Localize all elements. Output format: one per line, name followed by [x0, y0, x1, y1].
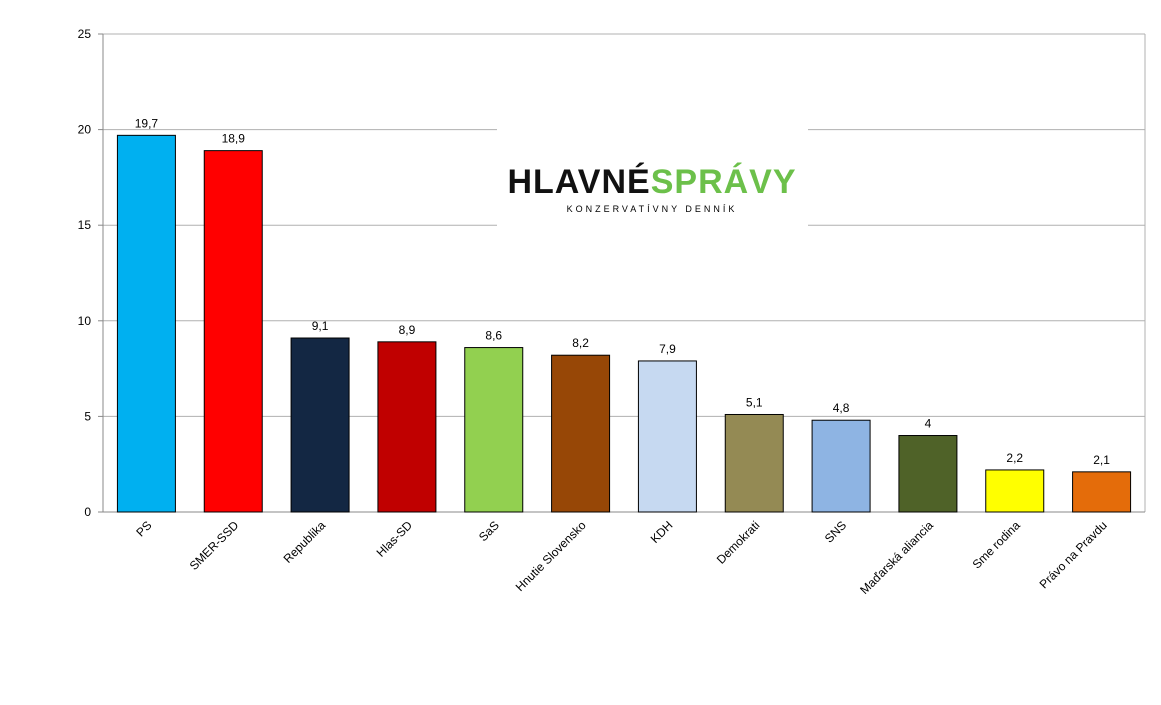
- data-label: 2,2: [1006, 451, 1023, 465]
- data-label: 19,7: [135, 116, 159, 130]
- data-label: 4,8: [833, 401, 850, 415]
- y-tick-label: 25: [78, 27, 92, 41]
- y-tick-label: 0: [84, 505, 91, 519]
- x-tick-label: SNS: [822, 518, 849, 545]
- y-tick-label: 5: [84, 409, 91, 423]
- logo-box: [497, 105, 808, 265]
- logo-word: HLAVNÉ: [507, 163, 650, 201]
- x-tick-label: Demokrati: [714, 518, 763, 567]
- logo-tagline: KONZERVATÍVNY DENNÍK: [567, 204, 738, 214]
- x-tick-label: KDH: [648, 518, 676, 546]
- data-label: 18,9: [222, 132, 246, 146]
- data-label: 9,1: [312, 319, 329, 333]
- bar: [551, 354, 611, 513]
- x-tick-label: Právo na Pravdu: [1037, 518, 1110, 591]
- x-tick-label: PS: [133, 518, 154, 539]
- bar: [724, 413, 784, 513]
- data-label: 2,1: [1093, 453, 1110, 467]
- y-tick-label: 10: [78, 314, 92, 328]
- logo-word: SPRÁVY: [651, 163, 797, 201]
- y-tick-label: 15: [78, 218, 92, 232]
- bar: [203, 150, 263, 513]
- x-tick-label: Republika: [281, 518, 329, 566]
- data-label: 8,6: [485, 329, 502, 343]
- x-tick-label: Hlas-SD: [374, 518, 416, 560]
- bar: [811, 419, 871, 513]
- data-label: 5,1: [746, 395, 763, 409]
- y-tick-label: 20: [78, 123, 92, 137]
- logo-text: HLAVNÉSPRÁVY: [507, 163, 796, 201]
- bar: [1072, 471, 1132, 513]
- bar: [898, 435, 958, 513]
- x-tick-label: SMER-SSD: [187, 518, 242, 573]
- x-tick-label: Hnutie Slovensko: [513, 518, 589, 594]
- bar: [377, 341, 437, 513]
- data-label: 4: [925, 417, 932, 431]
- data-label: 7,9: [659, 342, 676, 356]
- bar: [290, 337, 350, 513]
- bar: [985, 469, 1045, 513]
- x-tick-label: SaS: [476, 518, 502, 544]
- data-label: 8,2: [572, 336, 589, 350]
- data-label: 8,9: [399, 323, 416, 337]
- bar: [116, 134, 176, 513]
- x-tick-label: Maďarská aliancia: [857, 518, 936, 597]
- bar: [464, 347, 524, 513]
- bar: [637, 360, 697, 513]
- x-tick-label: Sme rodina: [970, 518, 1024, 572]
